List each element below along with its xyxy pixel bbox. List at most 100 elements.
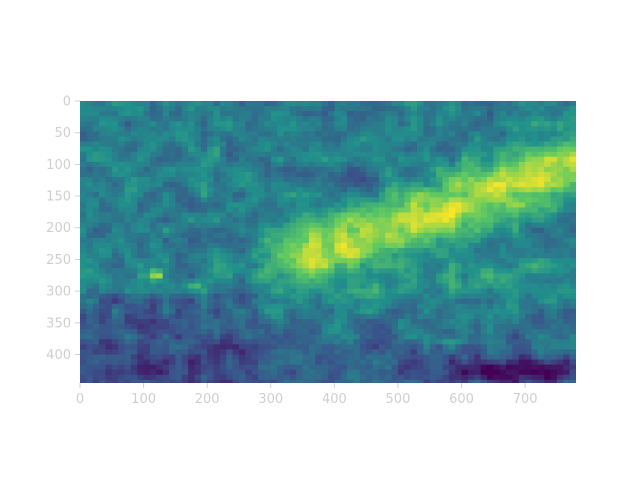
heatmap-cell bbox=[486, 126, 494, 133]
heatmap-cell bbox=[118, 268, 126, 274]
heatmap-cell bbox=[372, 268, 380, 274]
heatmap-cell bbox=[86, 222, 94, 229]
heatmap-cell bbox=[277, 303, 285, 310]
heatmap-cell bbox=[544, 111, 552, 117]
heatmap-cell bbox=[80, 182, 87, 188]
heatmap-cell bbox=[143, 344, 151, 351]
heatmap-cell bbox=[296, 248, 304, 254]
heatmap-cell bbox=[188, 217, 196, 224]
heatmap-cell bbox=[417, 131, 424, 138]
heatmap-cell bbox=[499, 374, 507, 381]
heatmap-cell bbox=[92, 192, 100, 198]
heatmap-cell bbox=[315, 156, 323, 163]
heatmap-cell bbox=[378, 182, 386, 188]
heatmap-cell bbox=[480, 182, 488, 188]
heatmap-cell bbox=[245, 232, 253, 239]
heatmap-cell bbox=[366, 111, 374, 117]
heatmap-cell bbox=[461, 187, 469, 193]
heatmap-cell bbox=[111, 177, 119, 183]
heatmap-cell bbox=[277, 116, 285, 122]
heatmap-cell bbox=[423, 324, 431, 330]
heatmap-cell bbox=[270, 217, 278, 224]
heatmap-cell bbox=[296, 242, 304, 249]
heatmap-cell bbox=[194, 339, 202, 345]
heatmap-cell bbox=[417, 156, 424, 163]
heatmap-cell bbox=[480, 369, 488, 376]
heatmap-cell bbox=[130, 283, 138, 290]
heatmap-cell bbox=[258, 161, 266, 168]
heatmap-cell bbox=[423, 339, 431, 345]
heatmap-cell bbox=[537, 146, 545, 153]
heatmap-cell bbox=[550, 171, 558, 178]
heatmap-cell bbox=[448, 131, 456, 138]
heatmap-cell bbox=[423, 288, 431, 295]
heatmap-cell bbox=[461, 354, 469, 361]
heatmap-cell bbox=[391, 242, 399, 249]
heatmap-cell bbox=[245, 227, 253, 234]
heatmap-cell bbox=[467, 217, 475, 224]
heatmap-cell bbox=[372, 339, 380, 345]
heatmap-cell bbox=[194, 242, 202, 249]
heatmap-cell bbox=[353, 232, 361, 239]
heatmap-cell bbox=[569, 253, 576, 259]
heatmap-cell bbox=[156, 131, 164, 138]
heatmap-cell bbox=[302, 177, 310, 183]
heatmap-cell bbox=[162, 171, 170, 178]
heatmap-cell bbox=[118, 141, 126, 148]
heatmap-cell bbox=[308, 293, 316, 300]
heatmap-cell bbox=[264, 187, 272, 193]
heatmap-cell bbox=[130, 156, 138, 163]
heatmap-cell bbox=[99, 171, 107, 178]
heatmap-cell bbox=[455, 334, 463, 340]
heatmap-cell bbox=[251, 227, 259, 234]
heatmap-cell bbox=[448, 288, 456, 295]
heatmap-cell bbox=[563, 273, 571, 280]
heatmap-cell bbox=[486, 313, 494, 320]
heatmap-cell bbox=[105, 278, 113, 285]
heatmap-cell bbox=[499, 334, 507, 340]
heatmap-cell bbox=[550, 344, 558, 351]
heatmap-cell bbox=[563, 156, 571, 163]
heatmap-cell bbox=[550, 182, 558, 188]
heatmap-cell bbox=[563, 116, 571, 122]
heatmap-cell bbox=[105, 237, 113, 244]
heatmap-cell bbox=[499, 161, 507, 168]
heatmap-cell bbox=[537, 369, 545, 376]
heatmap-cell bbox=[188, 293, 196, 300]
heatmap-cell bbox=[480, 101, 488, 107]
heatmap-cell bbox=[334, 136, 342, 143]
heatmap-cell bbox=[188, 146, 196, 153]
heatmap-cell bbox=[124, 339, 132, 345]
heatmap-cell bbox=[442, 313, 450, 320]
heatmap-cell bbox=[226, 258, 234, 264]
heatmap-cell bbox=[467, 111, 475, 117]
heatmap-cell bbox=[111, 248, 119, 254]
heatmap-cell bbox=[499, 156, 507, 163]
heatmap-cell bbox=[486, 237, 494, 244]
heatmap-cell bbox=[213, 192, 221, 198]
heatmap-cell bbox=[334, 349, 342, 356]
heatmap-cell bbox=[289, 253, 297, 259]
heatmap-cell bbox=[512, 298, 520, 305]
heatmap-cell bbox=[181, 283, 189, 290]
heatmap-cell bbox=[474, 379, 482, 383]
heatmap-cell bbox=[175, 141, 183, 148]
heatmap-cell bbox=[544, 171, 552, 178]
heatmap-cell bbox=[423, 161, 431, 168]
heatmap-cell bbox=[194, 268, 202, 274]
heatmap-cell bbox=[467, 359, 475, 366]
heatmap-cell bbox=[130, 106, 138, 112]
heatmap-cell bbox=[162, 318, 170, 325]
heatmap-cell bbox=[258, 171, 266, 178]
heatmap-cell bbox=[92, 212, 100, 219]
heatmap-cell bbox=[448, 318, 456, 325]
heatmap-cell bbox=[213, 136, 221, 143]
heatmap-cell bbox=[385, 318, 393, 325]
heatmap-cell bbox=[404, 141, 412, 148]
heatmap-cell bbox=[512, 344, 520, 351]
heatmap-cell bbox=[493, 227, 501, 234]
heatmap-cell bbox=[219, 197, 227, 203]
heatmap-cell bbox=[245, 344, 253, 351]
heatmap-cell bbox=[385, 202, 393, 209]
heatmap-cell bbox=[194, 232, 202, 239]
